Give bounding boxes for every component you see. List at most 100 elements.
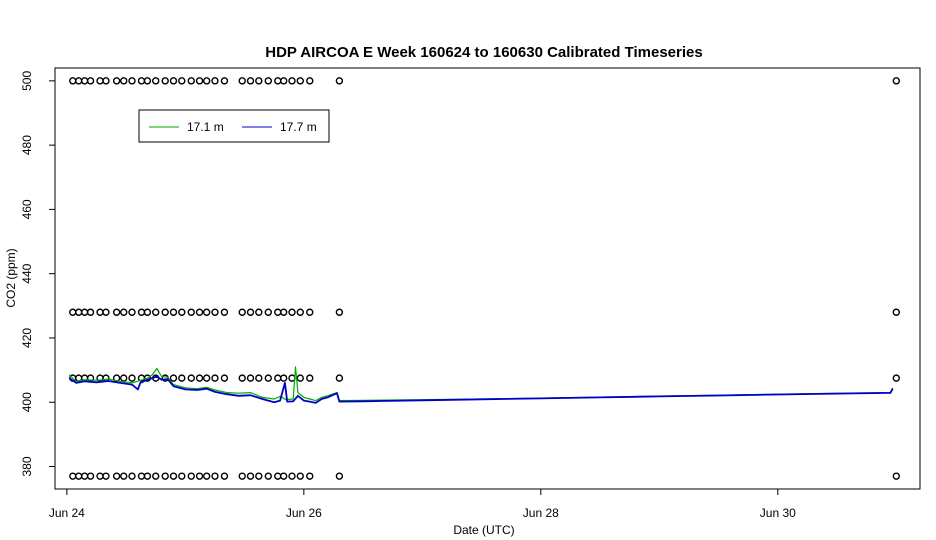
- calibration-point: [161, 308, 169, 316]
- calibration-point: [255, 308, 263, 316]
- calibration-point: [892, 374, 901, 382]
- calibration-point: [202, 374, 211, 382]
- legend-label-17-1m: 17.1 m: [187, 120, 224, 134]
- calibration-point: [238, 374, 246, 382]
- y-tick-label: 500: [20, 71, 34, 91]
- calibration-point: [128, 472, 136, 480]
- calibration-point: [211, 308, 219, 316]
- calibration-point: [306, 374, 314, 382]
- calibration-point: [195, 374, 204, 382]
- calibration-point: [69, 77, 77, 85]
- calibration-point: [128, 77, 136, 85]
- calibration-point: [220, 308, 229, 316]
- calibration-point: [143, 308, 152, 316]
- calibration-point: [137, 77, 146, 85]
- calibration-point: [102, 308, 110, 316]
- calibration-point: [296, 77, 304, 85]
- calibration-point: [220, 374, 229, 382]
- calibration-point: [246, 77, 255, 85]
- calibration-point: [120, 77, 128, 85]
- calibration-point: [335, 77, 344, 85]
- calibration-point: [288, 77, 296, 85]
- calibration-point: [264, 374, 272, 382]
- calibration-point: [69, 308, 77, 316]
- calibration-point: [74, 77, 83, 85]
- x-tick-label: Jun 30: [760, 506, 796, 520]
- calibration-point: [274, 374, 282, 382]
- calibration-point: [279, 472, 288, 480]
- calibration-point: [120, 374, 128, 382]
- calibration-point: [169, 472, 178, 480]
- calibration-point: [246, 374, 255, 382]
- calibration-point: [80, 472, 89, 480]
- calibration-point: [211, 77, 219, 85]
- calibration-point: [202, 308, 211, 316]
- calibration-point: [255, 374, 263, 382]
- calibration-point: [288, 308, 296, 316]
- calibration-point: [202, 472, 211, 480]
- calibration-point: [264, 77, 272, 85]
- calibration-point: [238, 308, 246, 316]
- calibration-point: [161, 77, 169, 85]
- calibration-point: [128, 308, 136, 316]
- calibration-point: [169, 308, 178, 316]
- calibration-point: [137, 472, 146, 480]
- calibration-point: [102, 472, 110, 480]
- calibration-point: [137, 308, 146, 316]
- y-tick-label: 460: [20, 199, 34, 219]
- calibration-point: [178, 374, 186, 382]
- calibration-point: [306, 77, 314, 85]
- calibration-point: [120, 472, 128, 480]
- calibration-point: [112, 472, 121, 480]
- calibration-point: [143, 77, 152, 85]
- calibration-point: [279, 374, 288, 382]
- calibration-point: [892, 77, 901, 85]
- calibration-point: [80, 308, 89, 316]
- calibration-point: [335, 308, 344, 316]
- x-axis: Jun 24 Jun 26 Jun 28 Jun 30: [49, 488, 796, 520]
- calibration-point: [296, 472, 304, 480]
- calibration-point: [187, 374, 195, 382]
- calibration-point: [195, 308, 204, 316]
- legend-box: [138, 109, 330, 143]
- x-tick-label: Jun 24: [49, 506, 85, 520]
- calibration-point: [274, 77, 282, 85]
- calibration-point: [195, 472, 204, 480]
- calibration-point: [178, 77, 186, 85]
- calibration-point: [220, 472, 229, 480]
- calibration-point: [195, 77, 204, 85]
- calibration-point: [279, 77, 288, 85]
- calibration-point: [264, 472, 272, 480]
- x-tick-label: Jun 26: [286, 506, 322, 520]
- calibration-point: [335, 472, 344, 480]
- calibration-point: [86, 308, 95, 316]
- calibration-point: [296, 308, 304, 316]
- calibration-point: [255, 77, 263, 85]
- x-axis-label: Date (UTC): [453, 523, 514, 537]
- calibration-point: [238, 77, 246, 85]
- calibration-point: [246, 472, 255, 480]
- calibration-point: [211, 374, 219, 382]
- y-axis-label: CO2 (ppm): [4, 248, 18, 307]
- calibration-point: [274, 472, 282, 480]
- calibration-point: [178, 308, 186, 316]
- calibration-point: [202, 77, 211, 85]
- calibration-point: [74, 308, 83, 316]
- calibration-point: [279, 308, 288, 316]
- calibration-point: [892, 472, 901, 480]
- calibration-point: [255, 472, 263, 480]
- calibration-point: [80, 77, 89, 85]
- calibration-point: [96, 77, 104, 85]
- chart-title: HDP AIRCOA E Week 160624 to 160630 Calib…: [265, 44, 702, 61]
- calibration-point: [143, 472, 152, 480]
- calibration-point: [69, 472, 77, 480]
- series-line-17-7-m: [68, 375, 894, 404]
- calibration-point: [238, 472, 246, 480]
- calibration-point: [74, 472, 83, 480]
- x-tick-label: Jun 28: [523, 506, 559, 520]
- y-axis: 380 400 420 440 460 480 500: [20, 71, 56, 477]
- y-tick-label: 420: [20, 328, 34, 348]
- calibration-point: [120, 308, 128, 316]
- legend: 17.1 m 17.7 m: [138, 109, 330, 143]
- calibration-point: [892, 308, 901, 316]
